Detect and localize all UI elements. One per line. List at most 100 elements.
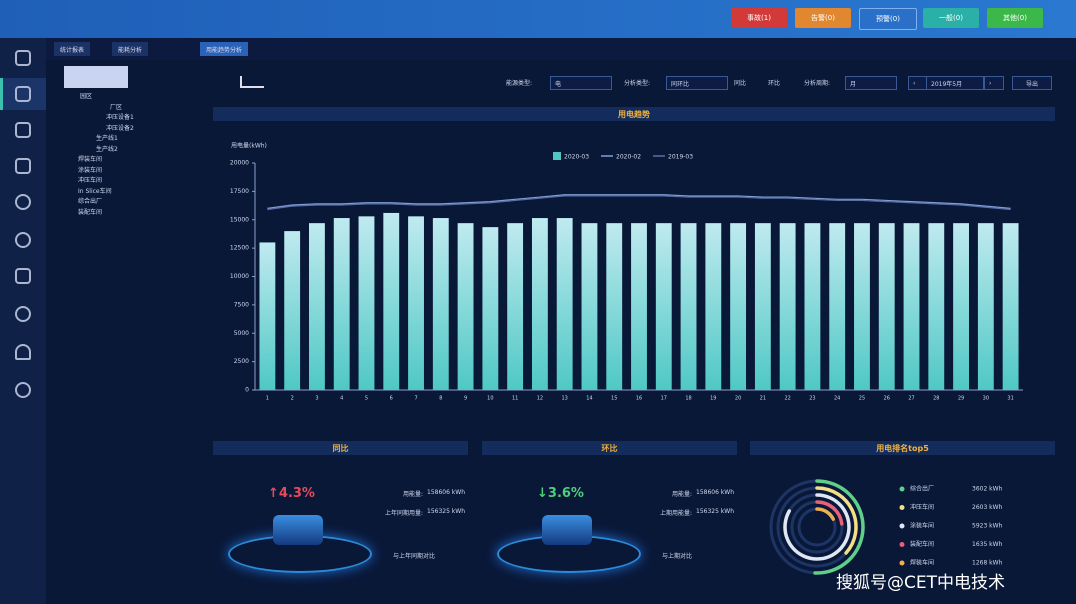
trend-chart: 用电量(kWh) 0 2500 5000 7500 10000 12500 15000 1750… [230, 142, 1023, 402]
panel-title: 用电排名top5 [750, 441, 1055, 455]
tree-item: 冲压设备1 [106, 114, 134, 121]
nav-icon[interactable] [15, 50, 31, 66]
change: ↑4.3% [268, 486, 315, 501]
x-tick-label: 15 [611, 396, 617, 402]
nav-icon[interactable] [15, 122, 31, 138]
legend-dot [899, 560, 905, 566]
select[interactable]: 电 [550, 76, 612, 90]
nav-icon[interactable] [15, 344, 31, 360]
watermark: 搜狐号@CET中电技术 [836, 573, 1005, 593]
legend-label: 焊装车间 [910, 559, 934, 567]
x-tick-label: 22 [784, 396, 790, 402]
tree-item: 装配车间 [78, 208, 103, 216]
date-picker[interactable]: 2019年5月 [926, 76, 984, 90]
select[interactable]: 同环比 [666, 76, 728, 90]
x-tick-label: 25 [859, 396, 865, 402]
value: 158606 kWh [696, 489, 735, 496]
next-button[interactable]: › [984, 76, 1004, 90]
alarm-button[interactable]: 告警(0) [795, 8, 851, 28]
x-tick-label: 19 [710, 396, 716, 402]
value-label: 2603 kWh [972, 504, 1003, 511]
label: 用能量: [671, 491, 692, 498]
ring-bar [815, 486, 858, 555]
bar [1002, 223, 1019, 390]
nav-icon[interactable] [15, 86, 31, 102]
tree-item: 生产线1 [96, 135, 118, 142]
checkbox[interactable]: 同比 [734, 80, 747, 87]
alarm-button[interactable]: 预警(0) [859, 8, 917, 30]
nav-icon[interactable] [15, 268, 31, 284]
bar [680, 223, 697, 390]
export-button[interactable]: 导出 [1012, 76, 1052, 90]
tree-item: 焊装车间 [78, 156, 103, 163]
bar [977, 223, 994, 390]
nav-icon[interactable] [15, 194, 31, 210]
x-tick-label: 26 [884, 396, 890, 402]
x-tick-label: 11 [512, 396, 518, 402]
x-tick-label: 4 [340, 396, 343, 402]
alarm-button[interactable]: 一般(0) [923, 8, 979, 28]
y-tick-label: 17500 [230, 188, 249, 195]
bar [754, 223, 771, 390]
y-tick-label: 20000 [230, 160, 249, 167]
nav-icon[interactable] [15, 158, 31, 174]
x-tick-label: 23 [809, 396, 815, 402]
legend-label: 2019-03 [668, 154, 693, 161]
x-tick-label: 2 [291, 396, 294, 402]
x-tick-label: 20 [735, 396, 741, 402]
x-tick-label: 8 [439, 396, 442, 402]
bar [333, 218, 350, 390]
tree-item: 厂区 [110, 103, 123, 111]
value-label: 3602 kWh [972, 486, 1003, 493]
panel-title: 同比 [213, 441, 468, 455]
x-tick-label: 16 [636, 396, 642, 402]
alarm-button[interactable]: 事故(1) [731, 8, 787, 28]
tree-item: In Slice车间 [78, 187, 112, 195]
bar [284, 231, 301, 390]
sidebar [0, 38, 49, 604]
nav-icon[interactable] [15, 232, 31, 248]
select[interactable]: 月 [845, 76, 897, 90]
bar [383, 212, 400, 390]
holo-core [542, 515, 592, 545]
nav-icon[interactable] [15, 306, 31, 322]
bar [854, 223, 870, 390]
top-bar: 事故(1) 告警(0) 预警(0) 一般(0) 其他(0) [0, 0, 1076, 38]
legend-dot [899, 486, 905, 492]
tree-item: 园区 [80, 93, 93, 100]
footer: 与上年同期对比 [393, 553, 436, 560]
checkbox[interactable]: 环比 [768, 80, 781, 87]
tab[interactable]: 统计报表 [54, 42, 91, 56]
line [267, 195, 1011, 211]
value-label: 1268 kWh [972, 560, 1003, 567]
bar [606, 223, 623, 390]
legend-label: 2020-03 [564, 154, 589, 161]
y-axis-label: 用电量(kWh) [231, 142, 267, 150]
x-tick-label: 13 [561, 396, 567, 402]
x-tick-label: 28 [933, 396, 939, 402]
legend-swatch [553, 152, 561, 160]
ring-bar [783, 493, 851, 561]
bar [358, 216, 375, 390]
x-tick-label: 27 [908, 396, 914, 402]
x-tick-label: 14 [586, 396, 592, 402]
tree-item: 冲压车间 [78, 177, 103, 184]
ring-bar [815, 507, 835, 521]
value: 158606 kWh [427, 489, 466, 496]
legend-dot [899, 542, 905, 547]
y-tick-label: 5000 [234, 330, 249, 337]
x-tick-label: 3 [315, 396, 318, 402]
tab[interactable]: 用能趋势分析 [200, 42, 249, 56]
tab[interactable]: 能耗分析 [112, 42, 149, 56]
x-tick-label: 17 [661, 396, 667, 402]
y-tick-label: 12500 [230, 245, 249, 252]
alarm-button[interactable]: 其他(0) [987, 8, 1043, 28]
legend-label: 冲压车间 [910, 503, 934, 511]
bar [928, 223, 945, 390]
prev-button[interactable]: ‹ [908, 76, 928, 90]
bar [482, 227, 499, 390]
nav-icon[interactable] [15, 382, 31, 398]
nav-active [0, 78, 49, 110]
value-label: 1635 kWh [972, 541, 1003, 548]
bar [804, 223, 821, 390]
